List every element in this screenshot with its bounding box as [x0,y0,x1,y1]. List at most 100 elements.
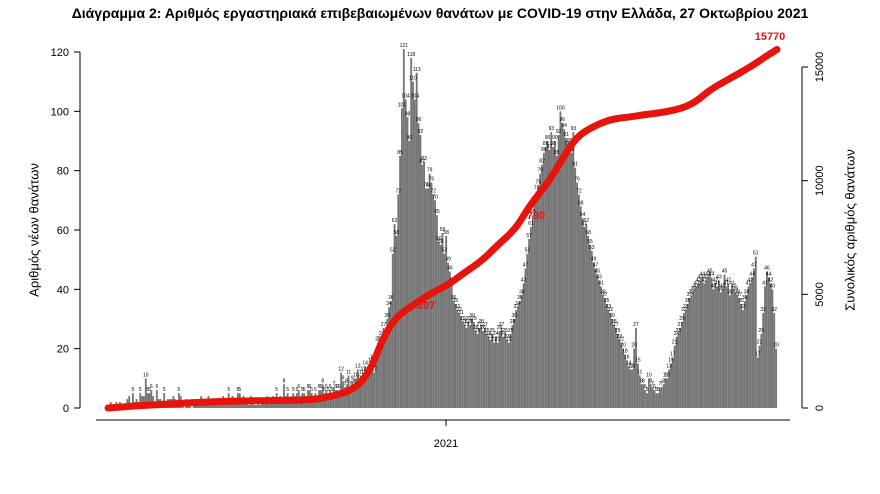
bar [371,360,374,408]
bar-value-label: 25 [676,328,682,334]
bar-value-label: 6 [318,384,321,390]
bar-value-label: 33 [740,304,746,310]
y-right-tick-label: 10000 [814,165,826,196]
bar-value-label: 6 [653,384,656,390]
bar-value-label: 42 [701,277,707,283]
bar-value-label: 53 [589,245,595,251]
bar [741,310,744,408]
bar [495,336,497,408]
bar-value-label: 8 [649,378,652,384]
bar-value-label: 6 [334,384,337,390]
bar [509,333,512,408]
bar-value-label: 110 [409,76,417,82]
bar-value-label: 25 [759,328,765,334]
bar-value-label: 76 [429,177,435,183]
bar-value-label: 24 [379,331,385,337]
bar [378,342,381,408]
bar-value-label: 15 [668,358,674,364]
bar [397,194,400,408]
bar [502,336,505,408]
bar [548,149,551,408]
bar-value-label: 25 [489,328,495,334]
bar [646,393,648,408]
bar [587,235,590,408]
bar-value-label: 28 [478,319,484,325]
bar-value-label: 35 [738,298,744,304]
chart-title: Διάγραμμα 2: Αριθμός εργαστηριακά επιβεβ… [71,5,809,21]
bar-value-label: 88 [550,141,556,147]
bar-value-label: 27 [677,322,683,328]
bar [281,402,284,408]
bar-value-label: 12 [372,366,378,372]
bar [607,310,610,408]
bar-value-label: 6 [329,384,332,390]
bar-value-label: 52 [442,248,448,254]
bar-value-label: 8 [353,378,356,384]
bar-value-label: 22 [506,337,512,343]
bar-value-label: 20 [620,343,626,349]
bar [647,378,650,408]
bar [589,244,591,408]
bar [611,319,613,408]
bar-value-label: 93 [548,126,554,132]
bar-value-label: 18 [622,349,628,355]
bar-value-label: 27 [482,322,488,328]
bar [629,369,632,408]
bar-value-label: 72 [395,188,401,194]
bar-value-label: 32 [607,307,613,313]
bar [493,342,496,408]
bar-value-label: 65 [434,209,440,215]
bar [436,215,438,408]
bar [531,215,534,408]
bar-value-label: 43 [703,274,709,280]
bar [148,393,151,408]
bar-value-label: 7 [343,381,346,387]
bar-value-label: 44 [749,271,755,277]
bar-value-label: 10 [143,372,149,378]
bar-value-label: 47 [751,263,757,269]
bar [631,369,634,408]
bar [695,286,698,408]
bar [692,292,695,408]
bar [524,268,527,408]
bar [498,330,501,408]
bar-value-label: 20 [773,343,779,349]
bar [627,366,630,408]
bar [461,321,464,408]
bar [675,336,678,408]
bar [259,405,261,408]
bar-value-label: 56 [436,236,442,242]
bar [382,327,385,408]
bar-value-label: 15 [635,358,641,364]
bar-value-label: 5 [139,387,142,393]
bar-value-label: 41 [694,280,700,286]
bar [690,295,693,408]
bar [251,402,254,408]
bar-value-label: 100 [556,105,565,111]
bar [437,241,440,408]
bar [467,321,470,408]
bar [605,304,608,408]
bar-value-label: 82 [539,159,545,165]
bar [373,372,376,408]
bar [458,313,461,408]
bar-value-label: 91 [563,132,569,138]
bar-value-label: 21 [757,340,763,346]
bar [718,280,720,408]
bar [635,327,637,408]
bar-value-label: 9 [351,375,354,381]
bar-value-label: 5 [655,387,658,393]
bar [354,378,357,408]
bar-value-label: 11 [359,369,364,375]
bar [268,402,271,408]
bar-value-label: 40 [770,283,776,289]
bar-value-label: 38 [744,289,750,295]
bar [614,327,617,408]
bar [749,283,752,408]
bar [408,141,411,408]
bar [349,387,352,408]
bar-value-label: 10 [663,372,669,378]
bar-value-label: 73 [534,185,540,191]
bar [552,146,554,408]
